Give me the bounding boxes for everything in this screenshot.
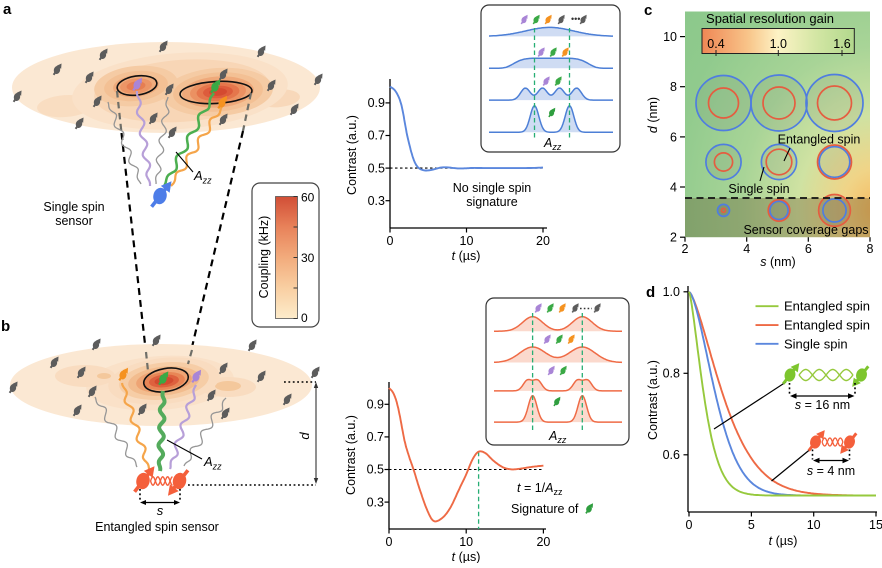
svg-text:0.3: 0.3 bbox=[367, 495, 384, 509]
svg-text:8: 8 bbox=[670, 80, 677, 94]
svg-text:0: 0 bbox=[387, 234, 394, 248]
svg-text:60: 60 bbox=[301, 191, 315, 205]
svg-text:t (µs): t (µs) bbox=[452, 249, 481, 263]
svg-text:6: 6 bbox=[670, 130, 677, 144]
svg-text:Single spin: Single spin bbox=[728, 182, 789, 196]
svg-text:1.6: 1.6 bbox=[833, 37, 850, 51]
svg-text:2: 2 bbox=[670, 231, 677, 245]
svg-text:Single spin: Single spin bbox=[784, 336, 848, 351]
svg-text:Spatial resolution gain: Spatial resolution gain bbox=[706, 11, 834, 26]
svg-text:Entangled spin sensor: Entangled spin sensor bbox=[95, 520, 219, 534]
svg-text:20: 20 bbox=[536, 234, 550, 248]
svg-text:Entangled spin: Entangled spin bbox=[784, 318, 870, 333]
svg-text:0.4: 0.4 bbox=[707, 37, 724, 51]
svg-text:•••: ••• bbox=[571, 14, 580, 24]
svg-text:10: 10 bbox=[459, 535, 473, 549]
svg-text:c: c bbox=[644, 2, 652, 19]
svg-text:2: 2 bbox=[682, 242, 689, 256]
svg-text:Sensor coverage gaps: Sensor coverage gaps bbox=[743, 223, 868, 237]
svg-text:10: 10 bbox=[460, 234, 474, 248]
svg-text:Entangled spin: Entangled spin bbox=[784, 299, 870, 314]
svg-text:4: 4 bbox=[670, 181, 677, 195]
svg-text:0.8: 0.8 bbox=[663, 367, 680, 381]
svg-text:15: 15 bbox=[869, 518, 882, 532]
svg-text:0.3: 0.3 bbox=[368, 194, 385, 208]
svg-text:s (nm): s (nm) bbox=[760, 255, 795, 269]
svg-text:0.7: 0.7 bbox=[367, 430, 384, 444]
svg-text:d: d bbox=[297, 432, 312, 440]
svg-text:20: 20 bbox=[536, 535, 550, 549]
svg-text:10: 10 bbox=[663, 30, 677, 44]
svg-text:signature: signature bbox=[466, 195, 517, 209]
svg-text:0.6: 0.6 bbox=[663, 448, 680, 462]
svg-text:0.9: 0.9 bbox=[367, 398, 384, 412]
svg-text:0.5: 0.5 bbox=[367, 463, 384, 477]
svg-text:s: s bbox=[157, 503, 164, 518]
svg-text:4: 4 bbox=[743, 242, 750, 256]
svg-text:1.0: 1.0 bbox=[770, 37, 787, 51]
svg-text:6: 6 bbox=[805, 242, 812, 256]
svg-text:0: 0 bbox=[686, 518, 693, 532]
svg-text:0.9: 0.9 bbox=[368, 96, 385, 110]
svg-text:Entangled spin: Entangled spin bbox=[778, 133, 861, 147]
svg-text:1.0: 1.0 bbox=[663, 285, 680, 299]
svg-text:d: d bbox=[646, 284, 655, 301]
svg-text:Contrast (a.u.): Contrast (a.u.) bbox=[344, 415, 358, 495]
svg-text:0: 0 bbox=[386, 535, 393, 549]
svg-text:8: 8 bbox=[867, 242, 874, 256]
svg-text:10: 10 bbox=[807, 518, 821, 532]
svg-text:Contrast (a.u.): Contrast (a.u.) bbox=[345, 115, 359, 195]
svg-text:b: b bbox=[1, 318, 10, 335]
svg-text:s = 16 nm: s = 16 nm bbox=[795, 398, 850, 412]
svg-text:0.7: 0.7 bbox=[368, 129, 385, 143]
svg-text:t = 1/Azz: t = 1/Azz bbox=[517, 481, 563, 497]
svg-text:Coupling (kHz): Coupling (kHz) bbox=[257, 216, 271, 299]
svg-text:sensor: sensor bbox=[55, 214, 93, 228]
svg-text:No single spin: No single spin bbox=[453, 181, 532, 195]
svg-text:s = 4 nm: s = 4 nm bbox=[807, 464, 855, 478]
svg-text:Signature of: Signature of bbox=[511, 502, 579, 516]
svg-text:Contrast (a.u.): Contrast (a.u.) bbox=[646, 360, 660, 440]
svg-text:0.5: 0.5 bbox=[368, 161, 385, 175]
svg-text:30: 30 bbox=[301, 251, 315, 265]
svg-text:5: 5 bbox=[748, 518, 755, 532]
svg-text:t (µs): t (µs) bbox=[452, 550, 481, 563]
svg-text:0: 0 bbox=[301, 311, 308, 325]
svg-text:t (µs): t (µs) bbox=[769, 534, 798, 548]
svg-text:Single spin: Single spin bbox=[43, 200, 104, 214]
svg-text:a: a bbox=[3, 1, 12, 18]
svg-text:d (nm): d (nm) bbox=[646, 97, 660, 133]
